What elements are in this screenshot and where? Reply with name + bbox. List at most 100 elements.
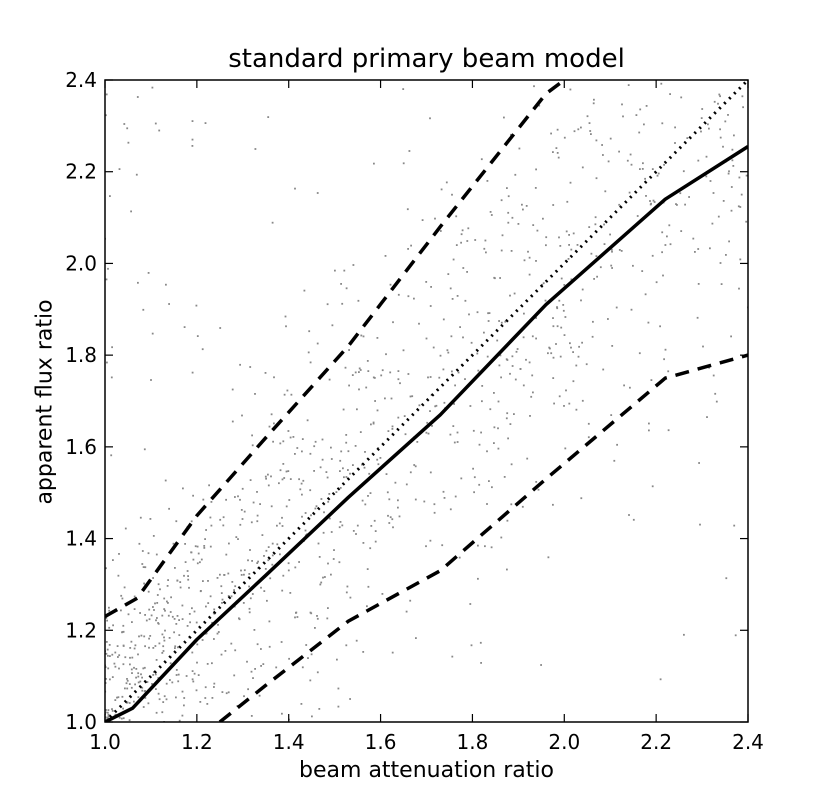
scatter-point [206, 663, 209, 665]
scatter-point [388, 498, 391, 501]
scatter-point [414, 498, 417, 501]
scatter-point [122, 644, 125, 647]
scatter-point [144, 697, 147, 699]
scatter-point [337, 705, 340, 708]
scatter-point [169, 611, 172, 613]
scatter-point [217, 631, 220, 633]
scatter-point [263, 590, 266, 592]
scatter-point [289, 436, 292, 439]
scatter-point [285, 470, 288, 473]
scatter-point [542, 217, 544, 220]
scatter-point [660, 82, 663, 85]
scatter-point [193, 610, 196, 613]
scatter-point [449, 508, 452, 511]
scatter-point [163, 695, 166, 698]
scatter-point [118, 667, 120, 670]
scatter-point [142, 706, 145, 708]
y-tick-label: 1.6 [65, 435, 97, 459]
scatter-point [517, 223, 520, 225]
scatter-point [489, 408, 492, 411]
scatter-point [659, 325, 661, 328]
scatter-point [238, 617, 240, 620]
scatter-point [676, 204, 678, 206]
scatter-point [298, 478, 300, 481]
scatter-point [150, 614, 153, 617]
scatter-point [698, 462, 700, 464]
scatter-point [439, 354, 442, 357]
scatter-point [581, 341, 583, 344]
scatter-point [163, 608, 166, 610]
scatter-point [684, 203, 686, 206]
scatter-point [287, 470, 290, 472]
scatter-point [645, 195, 647, 197]
scatter-point [647, 321, 650, 324]
scatter-point [730, 335, 732, 338]
scatter-point [509, 372, 511, 375]
scatter-point [367, 585, 370, 588]
scatter-point [191, 145, 194, 147]
scatter-point [272, 440, 274, 443]
scatter-point [161, 614, 164, 617]
scatter-point [139, 516, 142, 519]
scatter-point [141, 686, 144, 689]
scatter-point [308, 330, 311, 333]
scatter-point [358, 388, 360, 391]
scatter-point [254, 148, 257, 150]
scatter-point [461, 229, 464, 232]
scatter-point [107, 267, 109, 270]
scatter-point [630, 308, 633, 311]
scatter-point [328, 493, 331, 495]
scatter-point [535, 168, 537, 171]
scatter-point [391, 425, 394, 428]
scatter-point [661, 251, 663, 254]
scatter-point [204, 122, 207, 124]
scatter-point [651, 254, 654, 257]
scatter-point [249, 597, 252, 600]
scatter-point [126, 701, 128, 704]
scatter-point [339, 459, 342, 462]
scatter-point [309, 611, 312, 614]
scatter-point [337, 687, 340, 690]
scatter-point [500, 321, 503, 324]
scatter-point [258, 694, 261, 697]
scatter-point [391, 428, 394, 430]
scatter-point [552, 204, 555, 206]
scatter-point [171, 615, 174, 618]
scatter-point [648, 422, 650, 425]
scatter-point [144, 645, 146, 648]
scatter-point [156, 617, 158, 619]
scatter-point [133, 647, 136, 650]
scatter-point [243, 573, 245, 576]
scatter-point [559, 355, 562, 358]
scatter-point [208, 484, 210, 487]
scatter-point [426, 421, 429, 424]
x-tick-label: 2.4 [732, 730, 764, 754]
scatter-point [352, 464, 354, 466]
scatter-point [203, 545, 206, 547]
scatter-point [207, 580, 209, 582]
scatter-point [309, 361, 312, 364]
scatter-point [464, 378, 466, 380]
scatter-point [347, 450, 350, 453]
scatter-point [522, 336, 525, 339]
scatter-point [374, 540, 377, 543]
scatter-point [453, 403, 455, 405]
scatter-point [580, 299, 582, 302]
scatter-point [141, 689, 144, 692]
scatter-point [177, 646, 179, 649]
scatter-point [120, 717, 123, 720]
scatter-point [720, 283, 723, 285]
scatter-point [733, 134, 735, 137]
scatter-point [294, 453, 296, 455]
scatter-point [176, 615, 179, 617]
scatter-point [322, 531, 325, 534]
scatter-point [339, 487, 342, 489]
scatter-point [577, 355, 580, 358]
scatter-point [478, 443, 481, 446]
scatter-point [234, 496, 236, 498]
scatter-point [155, 619, 157, 622]
scatter-point [472, 467, 474, 470]
scatter-point [610, 248, 613, 251]
scatter-point [610, 264, 613, 267]
scatter-point [169, 679, 171, 681]
